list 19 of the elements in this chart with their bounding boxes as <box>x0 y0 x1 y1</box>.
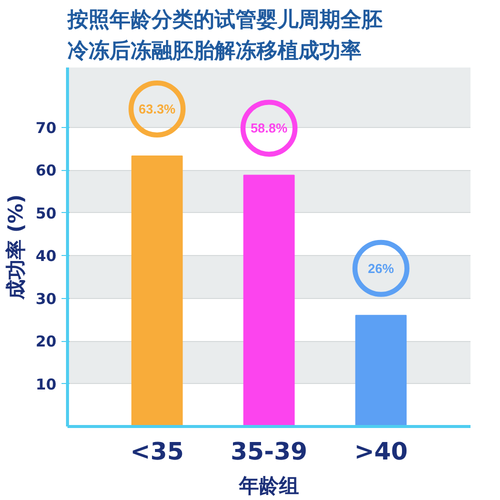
chart-title: 按照年龄分类的试管婴儿周期全胚冷冻后冻融胚胎解冻移植成功率 <box>66 7 382 62</box>
x-tick-label: 35-39 <box>230 438 308 466</box>
y-tick-label: 60 <box>36 162 56 180</box>
y-tick-label: 40 <box>36 247 56 266</box>
data-label: 58.8% <box>250 120 288 136</box>
y-tick-label: 10 <box>36 375 56 394</box>
y-tick-label: 70 <box>36 118 56 137</box>
bar <box>131 155 183 426</box>
bar <box>243 174 295 426</box>
y-axis-title: 成功率 (%) <box>4 194 28 301</box>
data-label: 63.3% <box>138 101 176 116</box>
x-tick-label: <35 <box>130 438 184 466</box>
y-tick-label: 20 <box>36 332 56 351</box>
bar <box>355 314 407 426</box>
y-tick-label: 50 <box>36 204 56 222</box>
x-axis-title: 年龄组 <box>238 474 299 498</box>
y-tick-label: 30 <box>36 290 56 308</box>
data-label: 26% <box>368 260 394 276</box>
x-tick-label: >40 <box>354 438 408 466</box>
